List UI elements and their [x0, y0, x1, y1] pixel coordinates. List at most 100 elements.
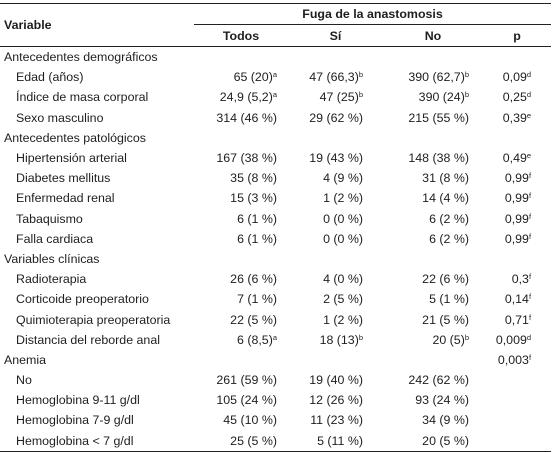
todos-cell-value: 261 (59 %): [216, 373, 277, 388]
p-cell: 0,99f: [483, 188, 551, 208]
p-cell: [483, 410, 551, 430]
si-cell: 47 (25)b: [288, 87, 383, 107]
si-cell: 1 (2 %): [288, 188, 383, 208]
no-cell-footnote: b: [464, 70, 469, 80]
p-cell-footnote: f: [528, 191, 532, 201]
p-cell-value: 0,09: [502, 70, 527, 85]
section-label: Anemia: [4, 352, 47, 367]
row-label: Tabaquismo: [16, 211, 83, 226]
no-cell: 20 (5)b: [383, 330, 483, 350]
p-cell-value: 0,003: [497, 352, 529, 367]
row-label: Hipertensión arterial: [16, 151, 127, 166]
row-label: Distancia del reborde anal: [16, 332, 160, 347]
row-label: Radioterapia: [16, 272, 87, 287]
si-cell-footnote: b: [358, 90, 363, 100]
empty-cell: [483, 249, 551, 269]
row-label: Índice de masa corporal: [16, 90, 149, 105]
p-cell-footnote: d: [526, 90, 532, 100]
no-cell: 20 (5 %): [383, 430, 483, 452]
si-cell: 4 (9 %): [288, 168, 383, 188]
no-cell-value: 21 (5 %): [422, 312, 469, 327]
no-cell-value: 242 (62 %): [408, 373, 469, 388]
p-cell: 0,49e: [483, 148, 551, 168]
si-cell-footnote: b: [358, 70, 363, 80]
empty-cell: [483, 47, 551, 68]
si-cell: 2 (5 %): [288, 289, 383, 309]
todos-cell-value: 167 (38 %): [216, 151, 277, 166]
p-cell: 0,25d: [483, 87, 551, 107]
section-label: Antecedentes demográficos: [4, 50, 158, 65]
si-cell-value: 47 (66,3): [309, 70, 359, 85]
no-cell-value: 20 (5 %): [422, 433, 469, 448]
row-label: Quimioterapia preoperatoria: [16, 312, 171, 327]
si-cell: 4 (0 %): [288, 269, 383, 289]
p-cell: 0,3f: [483, 269, 551, 289]
todos-cell-value: 6 (8,5): [237, 332, 273, 347]
si-cell: 47 (66,3)b: [288, 67, 383, 87]
row-label: Hemoglobina < 7 g/dl: [0, 430, 194, 452]
todos-cell: 167 (38 %): [194, 148, 288, 168]
p-cell-footnote: f: [528, 312, 532, 322]
no-cell-footnote: b: [464, 90, 469, 100]
todos-cell: 26 (6 %): [194, 269, 288, 289]
group-header: Fuga de la anastomosis: [194, 3, 552, 25]
table-row: Edad (años) 65 (20)a 47 (66,3)b 390 (62,7)b…: [0, 67, 551, 87]
todos-cell-value: 6 (1 %): [237, 211, 277, 226]
todos-cell: 24,9 (5,2)a: [194, 87, 288, 107]
p-cell-footnote: f: [528, 231, 532, 241]
table-row: Índice de masa corporal 24,9 (5,2)a 47 (25…: [0, 87, 551, 107]
table-row: Distancia del reborde anal 6 (8,5)a 18 (13…: [0, 330, 551, 350]
p-cell: 0,99f: [483, 168, 551, 188]
p-cell-value: 0,25: [502, 90, 527, 105]
si-cell-value: 1 (2 %): [323, 191, 363, 206]
row-label: Edad (años): [16, 70, 84, 85]
table-row: Hemoglobina < 7 g/dl 25 (5 %) 5 (11 %) 20 (…: [0, 430, 552, 452]
si-cell: 29 (62 %): [288, 108, 383, 128]
todos-cell-value: 105 (24 %): [216, 393, 277, 408]
todos-cell: 35 (8 %): [194, 168, 288, 188]
p-cell-footnote: e: [526, 151, 532, 161]
todos-cell: 65 (20)a: [194, 67, 288, 87]
no-cell: 31 (8 %): [383, 168, 483, 188]
p-cell-value: 0,009: [495, 332, 527, 347]
p-cell-footnote: f: [528, 171, 532, 181]
si-cell-value: 1 (2 %): [323, 312, 363, 327]
table-row: No 261 (59 %) 19 (40 %) 242 (62 %): [0, 370, 551, 390]
column-header-todos: Todos: [194, 24, 288, 47]
todos-cell-value: 7 (1 %): [237, 292, 277, 307]
si-cell-value: 5 (11 %): [317, 433, 363, 448]
table-row: Sexo masculino 314 (46 %) 29 (62 %) 215 (55…: [0, 108, 551, 128]
no-cell-footnote: b: [464, 332, 469, 342]
no-cell-value: 390 (62,7): [408, 70, 465, 85]
row-label: Hemoglobina 9-11 g/dl: [16, 393, 140, 408]
si-cell: 18 (13)b: [288, 330, 383, 350]
todos-cell-value: 65 (20): [233, 70, 273, 85]
todos-cell: 6 (1 %): [194, 209, 288, 229]
si-cell: 5 (11 %): [288, 430, 383, 452]
p-cell-footnote: d: [526, 70, 532, 80]
todos-cell: 314 (46 %): [194, 108, 288, 128]
table-row: Diabetes mellitus 35 (8 %) 4 (9 %) 31 (8 %)…: [0, 168, 551, 188]
todos-cell-value: 24,9 (5,2): [219, 90, 273, 105]
todos-cell: 25 (5 %): [194, 430, 288, 452]
row-label: No: [16, 373, 32, 388]
column-header-p: p: [483, 24, 552, 47]
no-cell: 390 (24)b: [383, 87, 483, 107]
p-cell-value: 0,14: [504, 292, 529, 307]
no-cell-value: 14 (4 %): [422, 191, 469, 206]
section-row: Variables clínicas: [0, 249, 551, 269]
no-cell-value: 93 (24 %): [415, 393, 469, 408]
si-cell-value: 19 (40 %): [309, 373, 363, 388]
todos-cell: 6 (8,5)a: [194, 330, 288, 350]
todos-cell-value: 6 (1 %): [237, 231, 277, 246]
no-cell: 34 (9 %): [383, 410, 483, 430]
p-cell: 0,99f: [483, 229, 551, 249]
todos-cell-footnote: a: [272, 332, 277, 342]
si-cell-value: 19 (43 %): [309, 151, 363, 166]
todos-cell-footnote: a: [272, 70, 277, 80]
todos-cell-value: 26 (6 %): [230, 272, 277, 287]
no-cell: 93 (24 %): [383, 390, 483, 410]
p-cell-value: 0,99: [504, 191, 529, 206]
no-cell-value: 215 (55 %): [408, 110, 469, 125]
todos-cell: 7 (1 %): [194, 289, 288, 309]
